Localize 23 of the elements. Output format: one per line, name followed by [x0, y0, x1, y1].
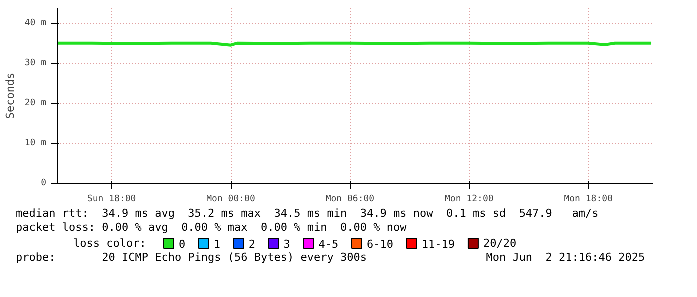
legend-label: 3	[284, 238, 290, 251]
y-tick-label: 0	[41, 178, 47, 188]
legend-title: loss color:	[74, 237, 146, 250]
legend-label: 11-19	[422, 238, 456, 251]
y-tick-label: 10 m	[24, 138, 47, 148]
y-tick-label: 30 m	[24, 58, 47, 68]
legend-label: 1	[214, 238, 221, 251]
x-tick-label: Sun 18:00	[87, 194, 136, 204]
x-tick-label: Mon 00:00	[206, 194, 256, 204]
x-tick-label: Mon 06:00	[326, 194, 375, 204]
legend-label: 4-5	[318, 238, 339, 251]
y-axis-title: Seconds	[4, 72, 17, 120]
y-tick-label: 40 m	[24, 18, 47, 28]
x-tick-label: Mon 12:00	[445, 194, 494, 204]
legend-label: 0	[178, 238, 186, 251]
legend-label: 2	[248, 238, 256, 251]
legend-label: 6-10	[367, 238, 394, 251]
text: median rtt: 34.9 ms avg 35.2 ms max 34.5 ms min 34.9 ms now 0.1 ms sd 547.9 am/s	[16, 207, 599, 221]
legend-label: 20/20	[483, 237, 517, 250]
text: packet loss: 0.00 % avg 0.00 % max 0.00 % min 0.00 % now	[16, 221, 407, 235]
text: probe: 20 ICMP Echo Pings (56 Bytes) every 300s Mon Jun 2 21:16:46 2025	[16, 251, 646, 265]
y-tick-label: 20 m	[24, 98, 47, 108]
x-tick-label: Mon 18:00	[564, 194, 613, 204]
